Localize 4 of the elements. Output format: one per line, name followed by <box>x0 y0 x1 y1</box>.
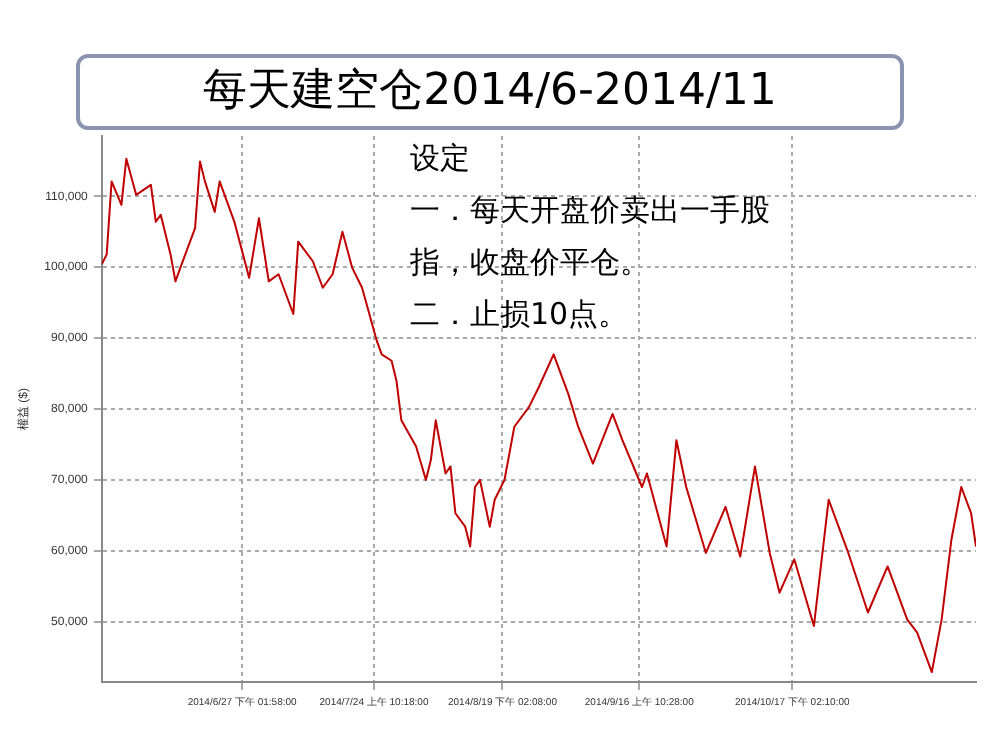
annotation: 一．每天开盘价卖出一手股指，收盘价平仓。 <box>410 190 772 284</box>
annotation: 二．止损10点。 <box>410 294 631 336</box>
chart-title: 每天建空仓2014/6-2014/11 <box>76 54 904 130</box>
annotation: 设定 <box>410 138 472 180</box>
